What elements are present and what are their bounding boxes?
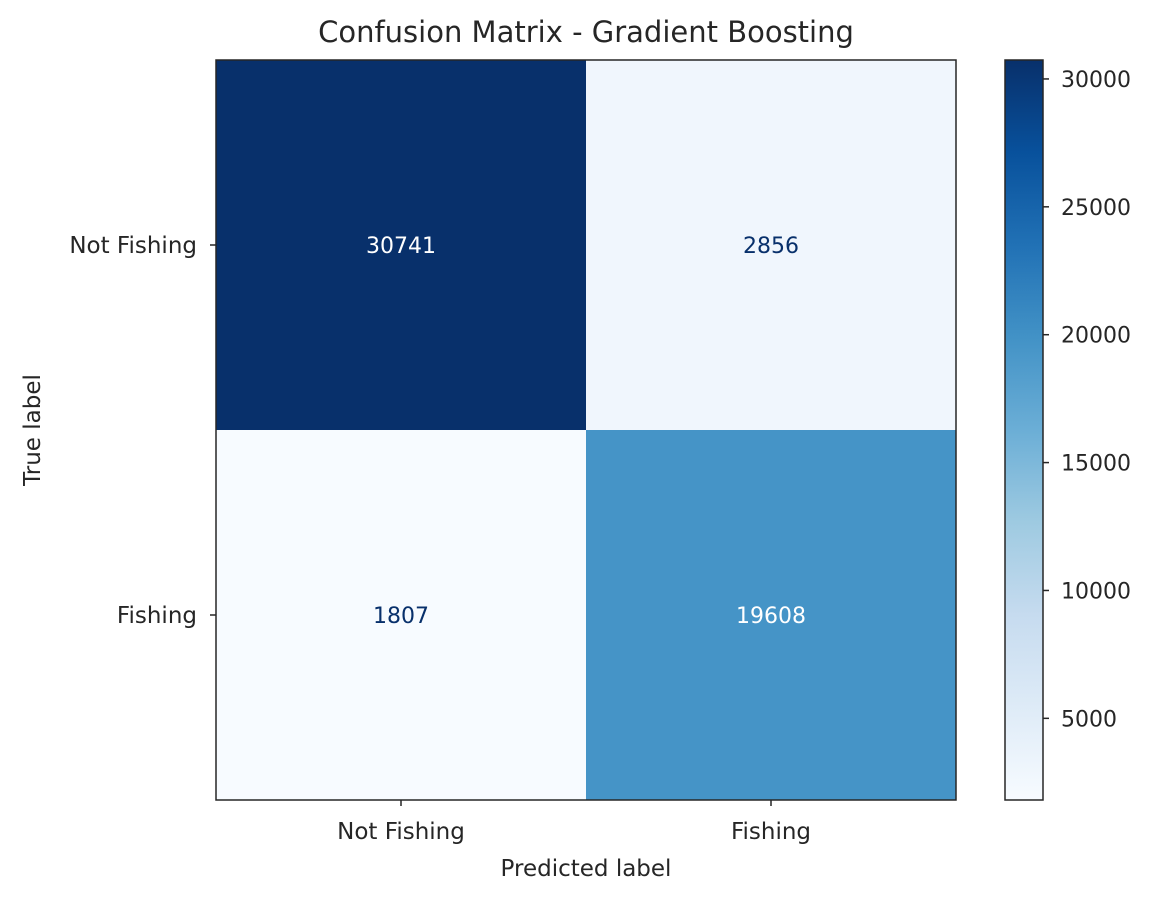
matrix-frame <box>215 59 957 801</box>
matrix-cell-value-r0-c0: 30741 <box>366 234 436 259</box>
colorbar-tick-label-4: 25000 <box>1061 196 1131 221</box>
y-tick-label-0: Not Fishing <box>69 233 197 259</box>
colorbar-tick-label-2: 15000 <box>1061 452 1131 477</box>
x-axis-ticks: Not Fishing Fishing <box>337 800 811 845</box>
matrix-cell-r1-c1 <box>586 430 956 800</box>
colorbar-ticks: 5000 10000 15000 20000 25000 30000 <box>1043 68 1131 732</box>
x-axis-label: Predicted label <box>501 856 672 882</box>
y-axis-label: True label <box>20 374 46 487</box>
y-axis-ticks: Not Fishing Fishing <box>69 233 216 629</box>
x-tick-label-1: Fishing <box>731 819 811 845</box>
colorbar-tick-label-1: 10000 <box>1061 579 1131 604</box>
matrix-cell-r0-c1 <box>586 60 956 430</box>
matrix-cell-value-r0-c1: 2856 <box>743 234 799 259</box>
matrix-cell-r1-c0 <box>216 430 586 800</box>
matrix-cell-r0-c0 <box>216 60 586 430</box>
x-tick-label-0: Not Fishing <box>337 819 465 845</box>
matrix-cell-value-r1-c0: 1807 <box>373 604 429 629</box>
chart-title: Confusion Matrix - Gradient Boosting <box>318 15 854 49</box>
matrix-cell-labels: 30741 2856 1807 19608 <box>366 234 806 629</box>
y-tick-label-1: Fishing <box>117 603 197 629</box>
colorbar <box>1004 59 1044 801</box>
colorbar-tick-label-0: 5000 <box>1061 707 1117 732</box>
colorbar-tick-label-5: 30000 <box>1061 68 1131 93</box>
matrix-cell-value-r1-c1: 19608 <box>736 604 806 629</box>
matrix-cells <box>216 60 956 800</box>
colorbar-tick-label-3: 20000 <box>1061 324 1131 349</box>
